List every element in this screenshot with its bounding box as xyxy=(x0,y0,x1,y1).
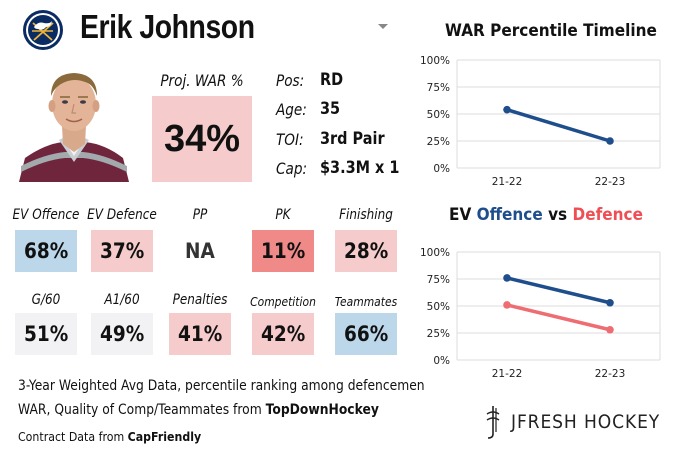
bio-age-label: Age: xyxy=(276,100,307,119)
x-tick-label: 21-22 xyxy=(492,176,523,188)
stat-label-teammates: Teammates xyxy=(334,294,398,309)
stat-label-pp: PP xyxy=(192,207,208,223)
stat-value-penalties: 41% xyxy=(169,313,231,355)
y-tick-label: 100% xyxy=(420,55,450,67)
stat-value-pk: 11% xyxy=(252,230,314,272)
y-tick-label: 25% xyxy=(427,136,450,148)
stat-label-g60: G/60 xyxy=(31,292,61,308)
stat-label-a1-60: A1/60 xyxy=(104,292,140,308)
bio-age-value: 35 xyxy=(320,99,341,119)
footer-war-source: WAR, Quality of Comp/Teammates from TopD… xyxy=(18,402,379,418)
stat-value-ev-defence: 37% xyxy=(91,230,153,272)
chart-title-war-timeline: WAR Percentile Timeline xyxy=(445,21,657,41)
y-tick-label: 75% xyxy=(427,274,450,286)
war-percentile-chart: 100% 75% 50% 25% 0% 21-22 22-23 xyxy=(420,55,661,188)
bio-toi-value: 3rd Pair xyxy=(320,129,385,149)
stat-label-competition: Competition xyxy=(250,294,316,309)
proj-war-value: 34% xyxy=(152,96,252,182)
y-tick-label: 50% xyxy=(427,109,450,121)
footer-contract-source: Contract Data from CapFriendly xyxy=(18,429,202,444)
stat-label-ev-defence: EV Defence xyxy=(87,207,157,223)
jfresh-logo-icon xyxy=(486,406,500,439)
y-tick-label: 100% xyxy=(420,247,450,259)
stat-label-penalties: Penalties xyxy=(172,292,228,308)
data-point xyxy=(606,325,614,334)
stat-label-ev-offence: EV Offence xyxy=(12,207,80,223)
stat-label-finishing: Finishing xyxy=(339,207,393,223)
y-tick-label: 50% xyxy=(427,301,450,313)
footer-data-note: 3-Year Weighted Avg Data, percentile ran… xyxy=(18,378,425,394)
chevron-down-icon[interactable] xyxy=(378,24,388,29)
stat-value-teammates: 66% xyxy=(335,313,397,355)
data-point xyxy=(606,298,614,307)
x-tick-label: 21-22 xyxy=(492,368,523,380)
x-tick-label: 22-23 xyxy=(595,176,626,188)
brand-text: JFRESH HOCKEY xyxy=(511,411,661,433)
series-line-defence xyxy=(505,303,612,332)
data-point xyxy=(503,105,511,114)
ev-offence-defence-chart: 100% 75% 50% 25% 0% 21-22 22-23 xyxy=(420,247,661,380)
data-point xyxy=(606,137,614,145)
series-line-offence xyxy=(505,276,612,305)
stat-value-pp: NA xyxy=(185,239,215,263)
stat-value-finishing: 28% xyxy=(335,230,397,272)
stat-value-competition: 42% xyxy=(252,313,314,355)
bio-toi-label: TOI: xyxy=(276,130,304,149)
player-photo xyxy=(15,66,133,182)
player-name: Erik Johnson xyxy=(80,8,255,45)
brand: JFRESH HOCKEY xyxy=(483,404,677,440)
stat-value-a1-60: 49% xyxy=(91,313,153,355)
bio-cap-label: Cap: xyxy=(276,159,308,178)
bio-pos-label: Pos: xyxy=(276,71,305,90)
bio-pos-value: RD xyxy=(320,70,344,90)
x-tick-label: 22-23 xyxy=(595,368,626,380)
series-line-war xyxy=(505,107,612,143)
y-tick-label: 0% xyxy=(433,163,450,175)
data-point xyxy=(503,274,511,282)
chart-title-ev-off-vs-def: EV Offence vs Defence xyxy=(449,205,643,225)
stat-label-pk: PK xyxy=(275,207,291,223)
y-tick-label: 0% xyxy=(433,355,450,367)
data-point xyxy=(503,301,511,309)
sabres-logo-icon xyxy=(22,9,64,51)
bio-cap-value: $3.3M x 1 xyxy=(320,158,400,178)
proj-war-label: Proj. WAR % xyxy=(160,71,244,90)
y-tick-label: 25% xyxy=(427,328,450,340)
stat-value-g60: 51% xyxy=(15,313,77,355)
y-tick-label: 75% xyxy=(427,82,450,94)
stat-value-ev-offence: 68% xyxy=(15,230,77,272)
